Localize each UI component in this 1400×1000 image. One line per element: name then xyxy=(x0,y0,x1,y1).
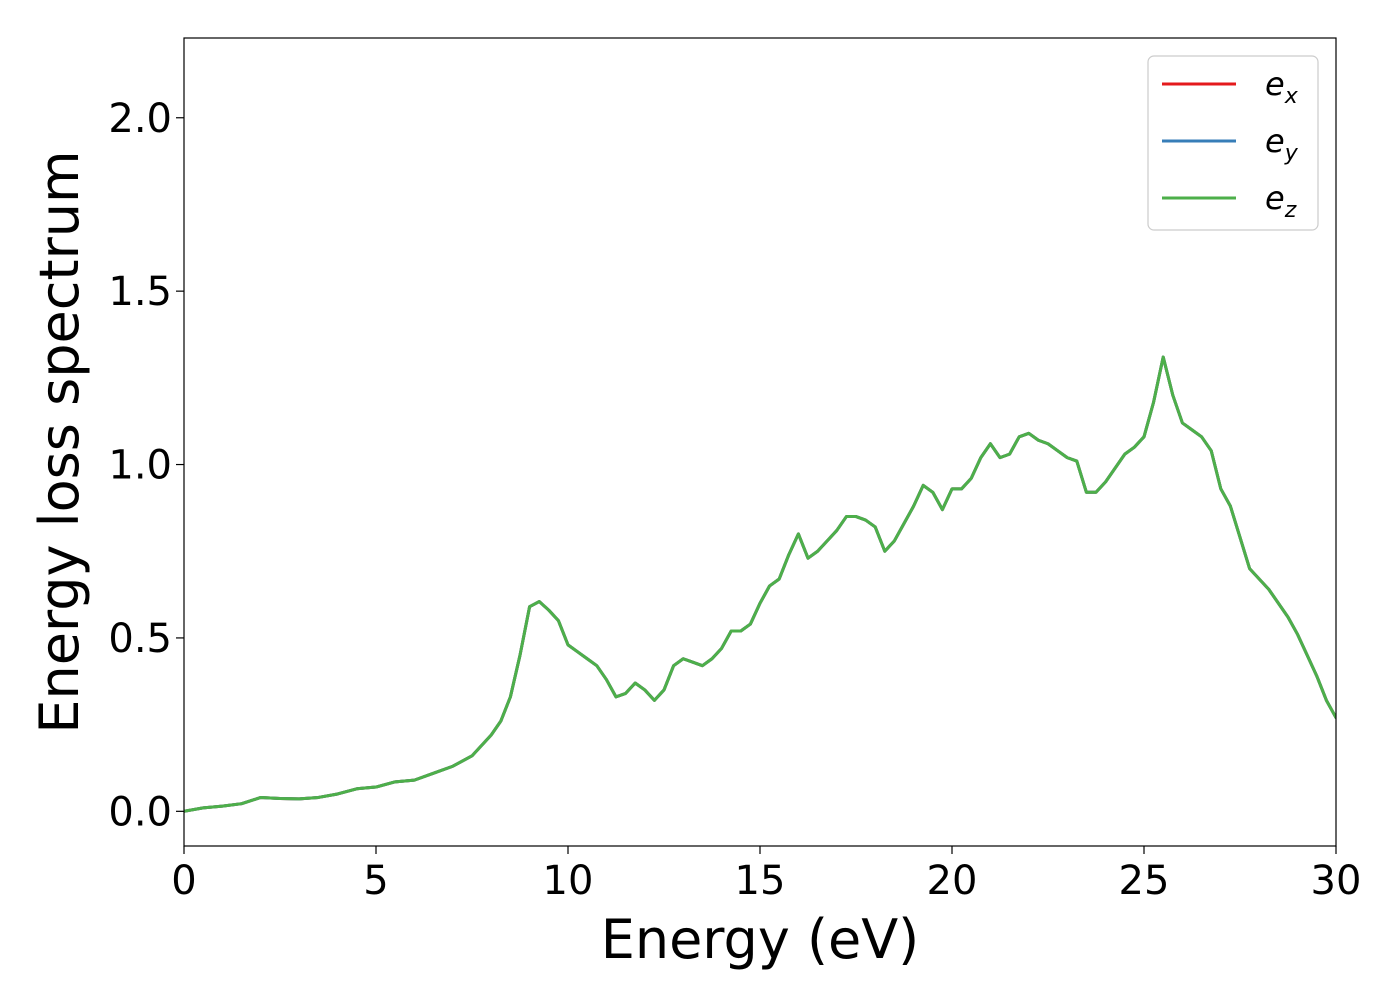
y-tick-label: 0.0 xyxy=(108,789,172,835)
x-axis: 0 5 10 15 20 25 30 xyxy=(171,846,1361,904)
x-tick-label: 25 xyxy=(1119,858,1170,904)
y-axis-title: Energy loss spectrum xyxy=(28,150,91,733)
x-tick-label: 15 xyxy=(735,858,786,904)
legend-label-ex: ex xyxy=(1265,65,1299,109)
x-tick-label: 20 xyxy=(927,858,978,904)
series-layer xyxy=(184,355,1336,813)
legend: ex ey ez xyxy=(1147,55,1319,231)
y-tick-label: 0.5 xyxy=(108,616,172,662)
legend-label-ey: ey xyxy=(1265,122,1299,166)
series-line-e-z xyxy=(184,355,1336,813)
legend-label-ez: ez xyxy=(1265,179,1297,223)
x-tick-label: 0 xyxy=(171,858,196,904)
y-tick-label: 2.0 xyxy=(108,96,172,142)
legend-frame xyxy=(1147,55,1319,231)
y-tick-label: 1.0 xyxy=(108,443,172,489)
x-tick-label: 10 xyxy=(543,858,594,904)
y-axis: 0.0 0.5 1.0 1.5 2.0 xyxy=(108,96,184,835)
x-tick-label: 30 xyxy=(1311,858,1362,904)
x-tick-label: 5 xyxy=(363,858,388,904)
y-tick-label: 1.5 xyxy=(108,269,172,315)
x-axis-title: Energy (eV) xyxy=(601,908,920,971)
